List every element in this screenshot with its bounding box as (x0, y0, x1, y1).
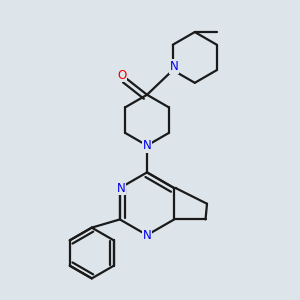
Text: N: N (170, 60, 179, 73)
Text: N: N (142, 139, 152, 152)
Text: N: N (117, 182, 126, 195)
Text: O: O (117, 69, 126, 82)
Text: N: N (142, 229, 152, 242)
